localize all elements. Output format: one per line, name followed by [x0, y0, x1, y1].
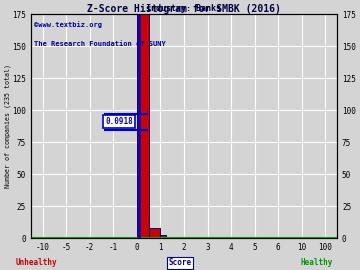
Title: Z-Score Histogram for SMBK (2016): Z-Score Histogram for SMBK (2016): [87, 4, 281, 14]
Text: Industry: Banks: Industry: Banks: [147, 4, 221, 13]
Y-axis label: Number of companies (235 total): Number of companies (235 total): [4, 64, 11, 188]
Bar: [166, 237, 172, 238]
Bar: [137, 14, 149, 238]
Text: 0.0918: 0.0918: [105, 117, 133, 126]
Text: Unhealthy: Unhealthy: [15, 258, 57, 267]
Bar: [161, 235, 166, 238]
Text: ©www.textbiz.org: ©www.textbiz.org: [34, 21, 102, 28]
Bar: [149, 228, 161, 238]
Text: Score: Score: [168, 258, 192, 267]
Text: The Research Foundation of SUNY: The Research Foundation of SUNY: [34, 41, 166, 47]
Text: Healthy: Healthy: [301, 258, 333, 267]
